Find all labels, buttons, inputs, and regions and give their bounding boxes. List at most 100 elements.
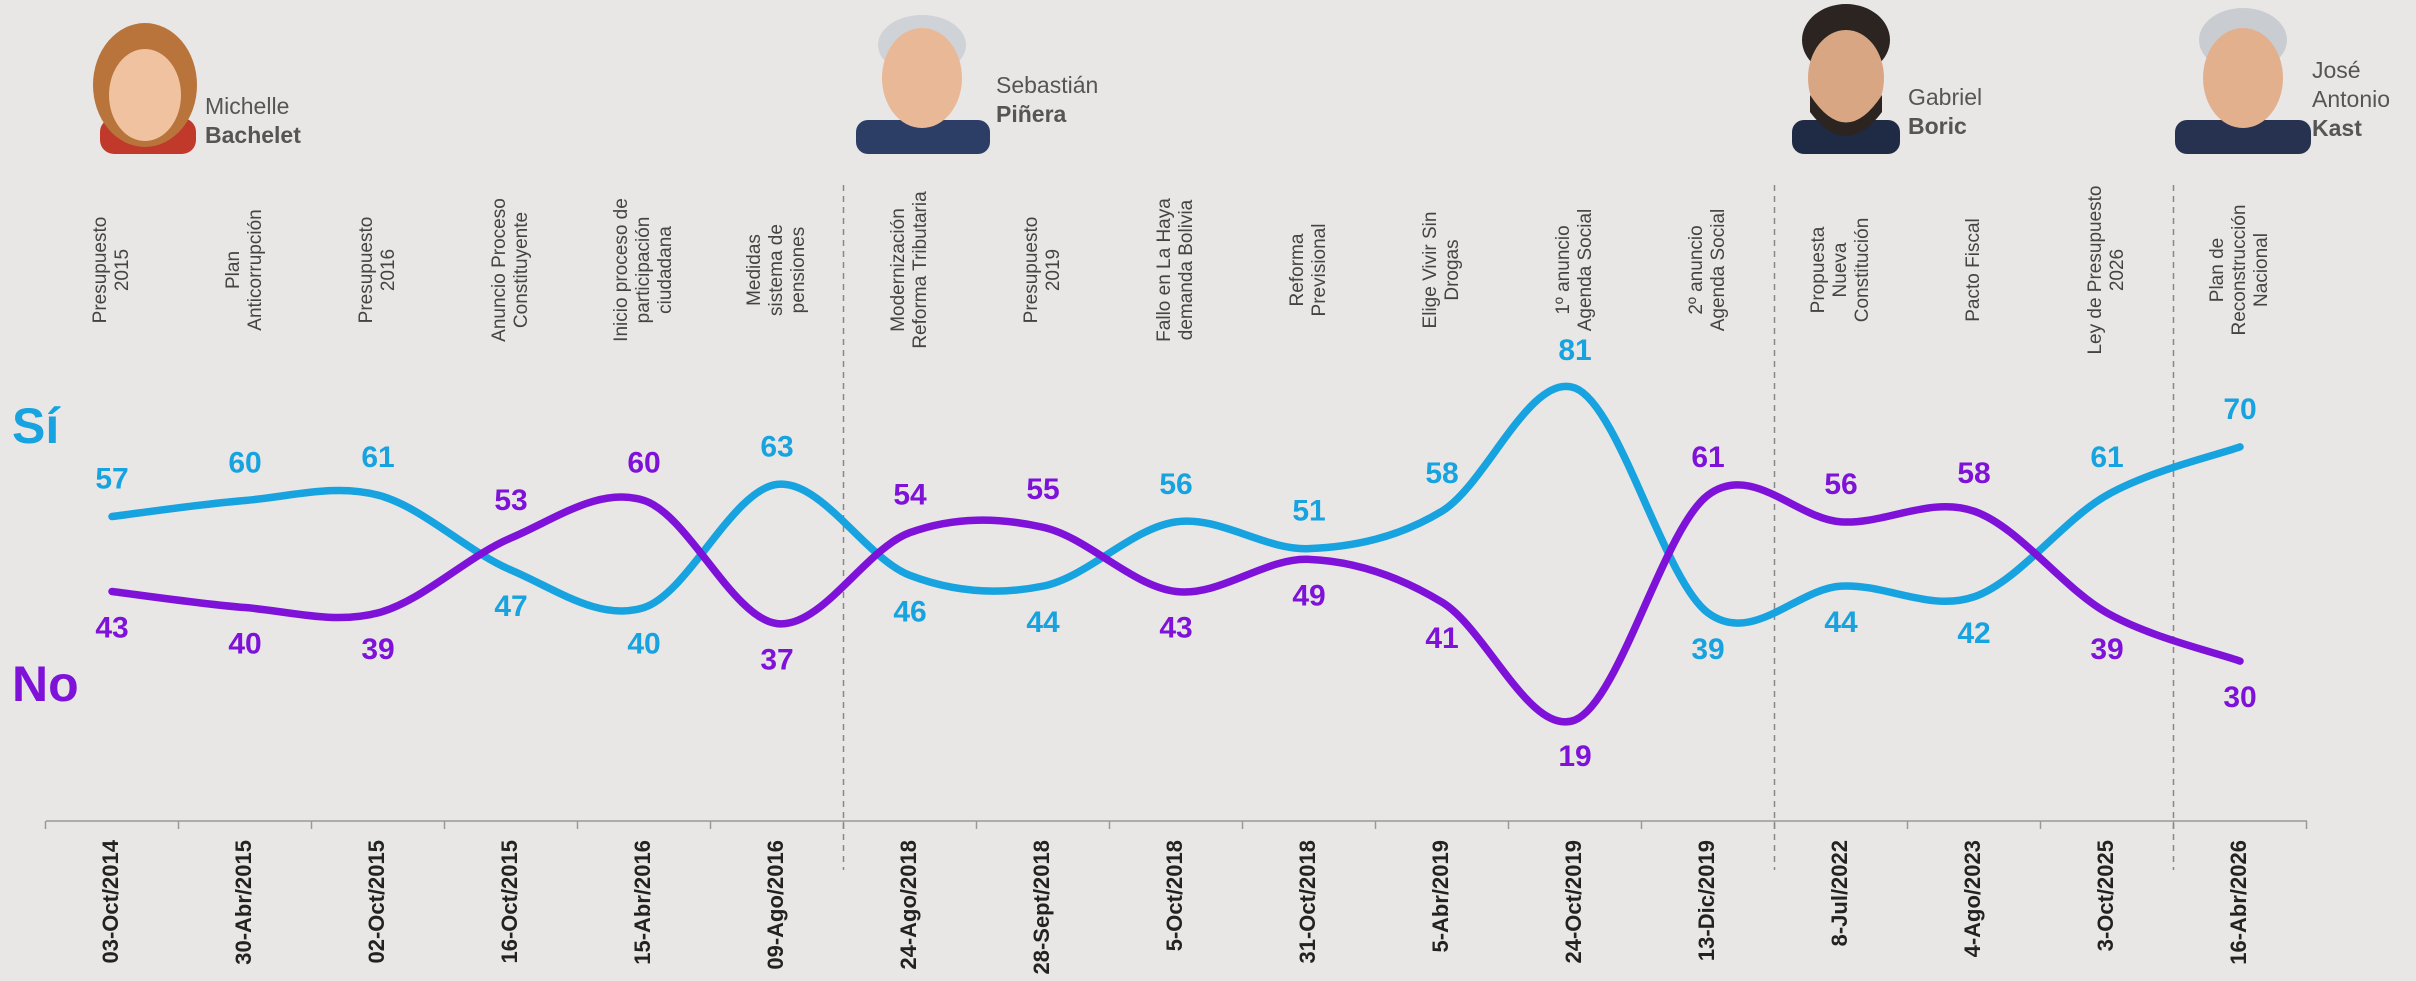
- data-label: 61: [2090, 441, 2123, 474]
- data-label: 40: [627, 627, 660, 660]
- x-tick-label: 5-Abr/2019: [1428, 840, 1453, 953]
- x-tick-label: 02-Oct/2015: [364, 840, 389, 964]
- data-label: 39: [361, 633, 394, 666]
- event-label: Previsional: [1309, 224, 1330, 317]
- x-tick-label: 24-Oct/2019: [1561, 840, 1586, 964]
- x-tick-label: 13-Dic/2019: [1694, 840, 1719, 961]
- portrait: [2175, 8, 2311, 154]
- president-surname: Piñera: [996, 101, 1067, 127]
- data-label: 49: [1292, 579, 1325, 612]
- event-label: 2019: [1043, 249, 1064, 291]
- event-label: Reforma Tributaria: [910, 191, 931, 349]
- event-label: Plan de: [2207, 238, 2228, 302]
- president-given-name: Antonio: [2312, 86, 2390, 112]
- president-given-name: Gabriel: [1908, 84, 1982, 110]
- data-label: 47: [494, 590, 527, 623]
- data-label: 41: [1425, 622, 1458, 655]
- event-label: Presupuesto: [90, 217, 111, 324]
- x-tick-label: 28-Sept/2018: [1029, 840, 1054, 975]
- event-label: Drogas: [1442, 239, 1463, 300]
- event-label: Reconstrucción: [2229, 205, 2250, 336]
- data-label: 39: [1691, 633, 1724, 666]
- event-label: 1º anuncio: [1553, 225, 1574, 314]
- legend-label: No: [12, 656, 79, 712]
- data-label: 40: [228, 627, 261, 660]
- data-label: 43: [95, 611, 128, 644]
- event-label: Medidas: [744, 234, 765, 306]
- data-label: 56: [1824, 468, 1857, 501]
- event-label: Ley de Presupuesto: [2085, 185, 2106, 354]
- event-label: Reforma: [1287, 233, 1308, 306]
- event-label: pensiones: [788, 227, 809, 314]
- president-given-name: José: [2312, 57, 2361, 83]
- event-label: 2015: [112, 249, 133, 291]
- data-label: 42: [1957, 617, 1990, 650]
- event-label: Elige Vivir Sin: [1420, 212, 1441, 329]
- data-label: 44: [1824, 606, 1858, 639]
- event-label: Anuncio Proceso: [489, 198, 510, 342]
- data-label: 60: [228, 446, 261, 479]
- x-tick-label: 31-Oct/2018: [1295, 840, 1320, 964]
- portrait: [93, 23, 197, 154]
- x-tick-label: 8-Jul/2022: [1827, 840, 1852, 946]
- event-label: Nacional: [2251, 233, 2272, 307]
- series-line: [108, 481, 2244, 726]
- portrait: [856, 15, 990, 154]
- president-surname: Bachelet: [205, 122, 301, 148]
- president-given-name: Michelle: [205, 93, 289, 119]
- data-label: 37: [760, 644, 793, 677]
- event-label: Agenda Social: [1708, 209, 1729, 332]
- data-label: 61: [1691, 441, 1724, 474]
- event-label: Inicio proceso de: [611, 198, 632, 342]
- x-tick-label: 09-Ago/2016: [763, 840, 788, 970]
- data-label: 43: [1159, 611, 1192, 644]
- event-label: Fallo en La Haya: [1154, 198, 1175, 342]
- event-label: 2016: [378, 249, 399, 291]
- x-tick-label: 03-Oct/2014: [98, 839, 123, 963]
- event-label: Constitución: [1852, 218, 1873, 323]
- data-label: 54: [893, 479, 927, 512]
- data-label: 60: [627, 446, 660, 479]
- event-label: demanda Bolivia: [1176, 199, 1197, 340]
- x-tick-label: 5-Oct/2018: [1162, 840, 1187, 951]
- event-label: Presupuesto: [356, 217, 377, 324]
- event-label: 2º anuncio: [1686, 225, 1707, 314]
- data-label: 70: [2223, 393, 2256, 426]
- event-label: Modernización: [888, 208, 909, 332]
- event-label: Pacto Fiscal: [1963, 218, 1984, 321]
- data-label: 19: [1558, 740, 1591, 773]
- x-tick-label: 24-Ago/2018: [896, 840, 921, 970]
- president-given-name: Sebastián: [996, 72, 1098, 98]
- event-label: ciudadana: [655, 226, 676, 314]
- data-label: 58: [1957, 457, 1990, 490]
- legend-label: Sí: [12, 398, 61, 454]
- president-surname: Kast: [2312, 115, 2362, 141]
- event-label: Constituyente: [511, 212, 532, 328]
- x-tick-label: 16-Abr/2026: [2226, 840, 2251, 965]
- portrait: [1792, 4, 1900, 154]
- data-label: 44: [1026, 606, 1060, 639]
- data-label: 56: [1159, 468, 1192, 501]
- event-label: Presupuesto: [1021, 217, 1042, 324]
- president-surname: Boric: [1908, 113, 1967, 139]
- data-label: 63: [760, 430, 793, 463]
- event-label: 2026: [2107, 249, 2128, 291]
- data-label: 58: [1425, 457, 1458, 490]
- event-label: Anticorrupción: [245, 209, 266, 330]
- x-tick-label: 16-Oct/2015: [497, 840, 522, 964]
- data-label: 51: [1292, 495, 1325, 528]
- x-tick-label: 4-Ago/2023: [1960, 840, 1985, 957]
- data-label: 53: [494, 484, 527, 517]
- event-label: Nueva: [1830, 242, 1851, 297]
- data-label: 61: [361, 441, 394, 474]
- series-line: [108, 382, 2244, 627]
- data-label: 57: [95, 462, 128, 495]
- data-label: 46: [893, 595, 926, 628]
- event-label: sistema de: [766, 224, 787, 316]
- x-tick-label: 30-Abr/2015: [231, 840, 256, 965]
- x-tick-label: 3-Oct/2025: [2093, 840, 2118, 951]
- data-label: 30: [2223, 681, 2256, 714]
- event-label: Plan: [223, 251, 244, 289]
